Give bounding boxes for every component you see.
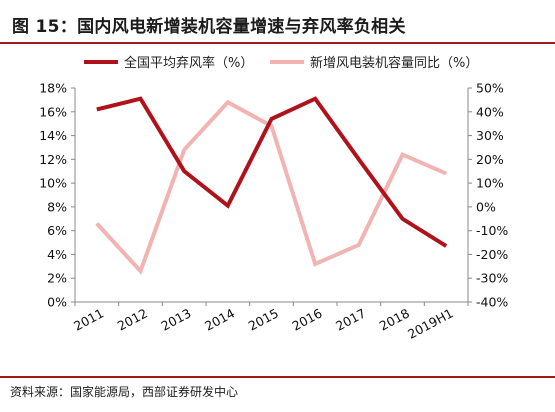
left-tick-label: 18% [39,81,67,96]
right-axis-ticks: -40% -30% -20% -10% 0% 10% 20% 30% 40% 50% [468,81,508,310]
chart-axes [74,88,469,303]
x-tick-label: 2011 [71,305,106,333]
curtailment-rate-line [96,96,448,248]
capacity-growth-line [95,99,447,275]
left-tick-label: 10% [39,176,67,191]
left-tick-label: 8% [47,199,67,214]
left-axis-ticks: 0% 2% 4% 6% 8% 10% 12% 14% 16% 18% [39,81,75,310]
right-tick-label: -20% [476,247,508,262]
right-tick-label: 40% [476,104,504,119]
right-tick-label: -40% [476,295,508,310]
x-tick-label: 2017 [333,305,368,333]
left-tick-label: 0% [47,295,67,310]
x-tick-label: 2015 [246,305,281,333]
x-tick-label: 2013 [158,305,193,333]
chart-legend: 全国平均弃风率（%） 新增风电装机容量同比（%） [84,55,478,71]
left-tick-label: 4% [47,247,67,262]
right-tick-label: -10% [476,223,508,238]
left-tick-label: 6% [47,223,67,238]
figure-title: 图 15：国内风电新增装机容量增速与弃风率负相关 [12,17,406,37]
left-tick-label: 14% [39,128,67,143]
right-tick-label: 10% [476,176,504,191]
right-tick-label: -30% [476,271,508,286]
legend-capacity-growth-label: 新增风电装机容量同比（%） [310,55,478,71]
source-note: 资料来源：国家能源局，西部证券研发中心 [10,385,239,399]
right-tick-label: 20% [476,152,504,167]
footer-divider [0,376,555,378]
legend-curtailment-rate-label: 全国平均弃风率（%） [124,55,253,71]
chart-lines [95,96,448,275]
left-tick-label: 12% [39,152,67,167]
x-tick-label: 2016 [289,305,324,333]
left-tick-label: 2% [47,271,67,286]
x-tick-label: 2019H1 [405,305,455,341]
x-tick-label: 2014 [202,305,237,333]
right-tick-label: 50% [476,81,504,96]
x-tick-label: 2012 [115,305,150,333]
right-tick-label: 0% [476,199,496,214]
title-divider [0,42,555,44]
left-tick-label: 16% [39,104,67,119]
right-tick-label: 30% [476,128,504,143]
